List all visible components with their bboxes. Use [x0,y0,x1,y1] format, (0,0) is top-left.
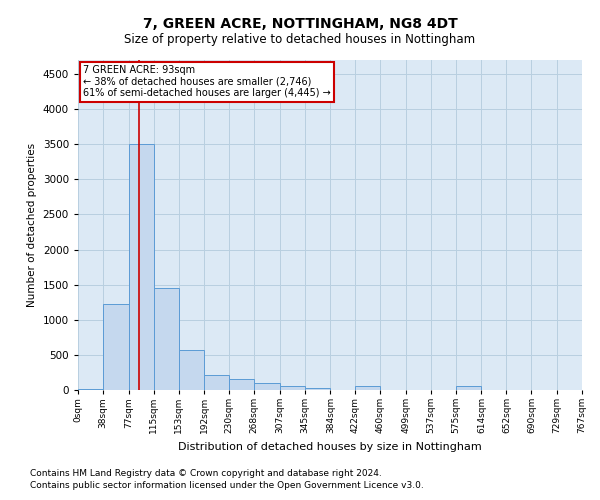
Y-axis label: Number of detached properties: Number of detached properties [27,143,37,307]
Bar [229,379,254,390]
Bar [355,386,380,390]
Bar [204,376,229,390]
Bar [128,144,154,390]
Bar [254,383,280,390]
Bar [456,386,481,390]
Text: Contains HM Land Registry data © Crown copyright and database right 2024.: Contains HM Land Registry data © Crown c… [30,468,382,477]
Bar [305,388,331,390]
Text: 7, GREEN ACRE, NOTTINGHAM, NG8 4DT: 7, GREEN ACRE, NOTTINGHAM, NG8 4DT [143,18,457,32]
Text: 7 GREEN ACRE: 93sqm
← 38% of detached houses are smaller (2,746)
61% of semi-det: 7 GREEN ACRE: 93sqm ← 38% of detached ho… [83,65,331,98]
X-axis label: Distribution of detached houses by size in Nottingham: Distribution of detached houses by size … [178,442,482,452]
Text: Contains public sector information licensed under the Open Government Licence v3: Contains public sector information licen… [30,481,424,490]
Bar [179,350,204,390]
Bar [280,386,305,390]
Bar [103,304,128,390]
Text: Size of property relative to detached houses in Nottingham: Size of property relative to detached ho… [124,32,476,46]
Bar [154,288,179,390]
